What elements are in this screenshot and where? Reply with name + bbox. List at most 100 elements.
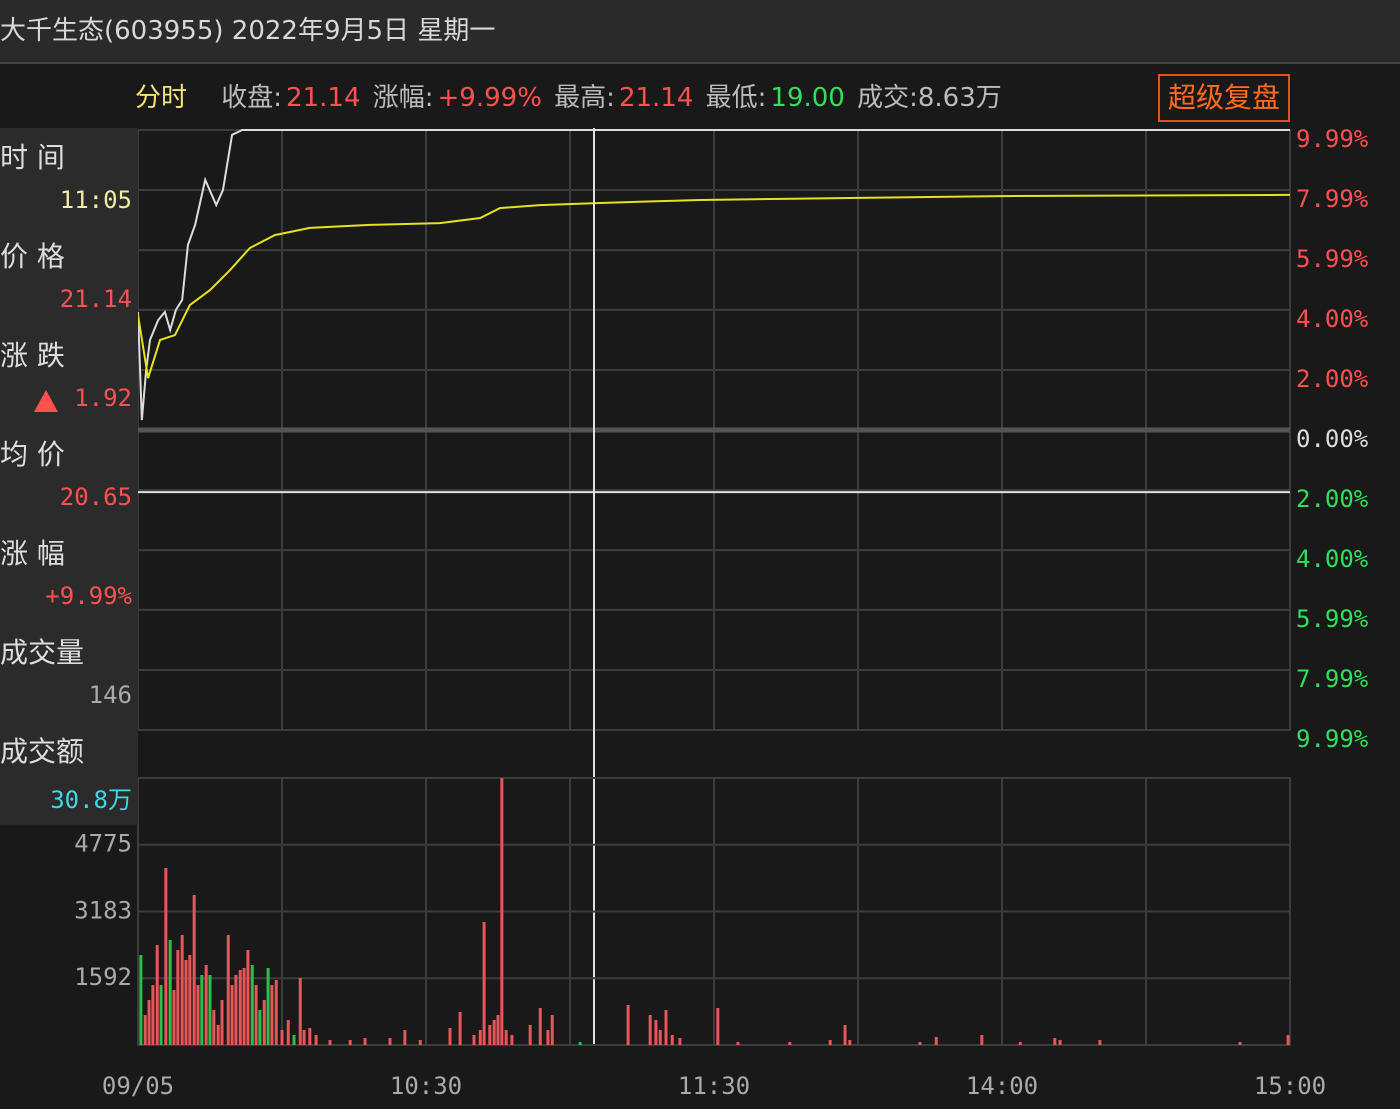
volume-bar [528,1024,532,1045]
volume-bar [348,1040,352,1045]
volume-bar [510,1035,514,1045]
x-tick-label: 11:30 [678,1072,750,1100]
volume-bar [230,985,234,1045]
sidebar-value: 30.8万 [50,786,132,814]
volume-bar [980,1035,984,1045]
volume-bar [168,940,172,1045]
volume-bar [546,1029,550,1045]
volume-bar [254,985,258,1045]
y-tick-label: 2.00% [1296,485,1369,513]
sidebar-label: 价 格 [0,240,65,273]
volume-bar [314,1035,318,1045]
volume-bar [458,1011,462,1045]
volume-bar [488,1024,492,1045]
y-tick-label: 9.99% [1296,725,1369,753]
y-tick-label: 4.00% [1296,545,1369,573]
sidebar-item: 时 间 11:05 [0,128,138,227]
volume-bar [308,1028,312,1045]
volume-bar [403,1029,407,1045]
volume-bar [736,1041,740,1045]
info-label: 最高: [554,83,615,113]
volume-bar [151,985,155,1045]
volume-bar [143,1015,147,1045]
volume-bar [204,965,208,1045]
y-tick-label: 0.00% [1296,425,1369,453]
y-tick-label: 5.99% [1296,245,1369,273]
sidebar-value: +9.99% [45,582,132,610]
sidebar-item: 涨 幅 +9.99% [0,524,138,623]
volume-bar [292,1035,296,1045]
volume-bar [226,935,230,1045]
header-title: 大千生态(603955) 2022年9月5日 星期一 [0,0,1400,64]
sidebar-label: 涨 幅 [0,537,65,570]
volume-bar [1238,1041,1242,1045]
volume-bar [298,978,302,1045]
volume-bar [848,1040,852,1045]
volume-bar [262,999,266,1045]
volume-bar [220,999,224,1045]
volume-bar [196,985,200,1045]
y-tick-label: 1592 [74,963,132,991]
volume-bar [212,1010,216,1045]
volume-bar [648,1015,652,1045]
up-arrow [34,390,58,412]
volume-bar [159,985,163,1045]
replay-button[interactable]: 超级复盘 [1158,74,1290,122]
sidebar-label: 成交量 [0,636,85,669]
volume-bar [164,868,168,1045]
volume-bar [302,1029,306,1045]
volume-bar [200,974,204,1045]
volume-bar [270,985,274,1045]
volume-bar [388,1037,392,1045]
volume-bar [1098,1040,1102,1045]
mode-label: 分时 [135,83,188,113]
volume-bar [188,954,192,1045]
volume-bar [139,954,143,1045]
info-bar: 分时 收盘: 21.14 涨幅: +9.99% 最高: 21.14 最低: 19.00 … [135,76,1006,120]
volume-bar [716,1008,720,1045]
volume-bar [578,1041,582,1045]
sidebar-item: 成交量 146 [0,623,138,722]
volume-bar [918,1041,922,1045]
volume-bar [538,1008,542,1045]
volume-bar [274,979,278,1045]
y-tick-label: 3183 [74,897,132,925]
volume-bar [238,970,242,1045]
info-value: +9.99% [437,83,542,113]
info-label: 涨幅: [372,83,434,113]
volume-bar [208,974,212,1045]
volume-bar [192,895,196,1045]
volume-bar [147,999,151,1045]
volume-bar [180,935,184,1045]
sidebar-label: 成交额 [0,735,85,768]
volume-bar [216,1024,220,1045]
sidebar-item: 均 价 20.65 [0,425,138,524]
volume-bar [250,965,254,1045]
sidebar-label: 时 间 [0,141,65,174]
sidebar-value: 146 [88,681,132,709]
sidebar-value: 21.14 [59,285,132,313]
x-tick-label: 14:00 [966,1072,1038,1100]
volume-bar [472,1035,476,1045]
volume-bar [482,922,486,1045]
sidebar-item: 涨 跌 1.92 [0,326,138,425]
y-tick-label: 4.00% [1296,305,1369,333]
sidebar-value: 20.65 [59,483,132,511]
volume-bar [550,1015,554,1045]
volume-bar [176,950,180,1045]
y-tick-label: 7.99% [1296,185,1369,213]
volume-bar [242,967,246,1045]
volume-bar [678,1037,682,1045]
sidebar-label: 均 价 [0,438,65,471]
volume-bar [1053,1037,1057,1045]
volume-bar [418,1040,422,1045]
volume-bar [828,1040,832,1045]
volume-bar [234,974,238,1045]
volume-bar [184,960,188,1045]
sidebar: 时 间 11:05 价 格 21.14 涨 跌 1.92 均 价 20.65 涨 幅 +… [0,128,138,825]
volume-bar [1058,1040,1062,1045]
volume-bar [258,1010,262,1045]
info-value: 21.14 [286,83,361,113]
y-tick-label: 2.00% [1296,365,1369,393]
